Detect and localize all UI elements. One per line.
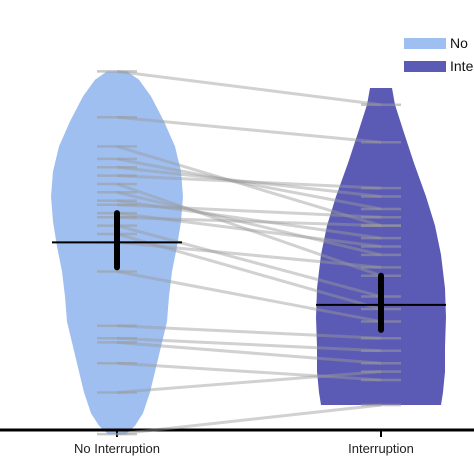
paired-line-8 [116, 199, 382, 240]
x-tick-label-1: Interruption [348, 441, 414, 456]
paired-line-7 [116, 190, 382, 257]
paired-line-2 [116, 144, 382, 228]
legend: No Inte [404, 35, 474, 74]
legend-label-0: No [450, 35, 468, 51]
paired-line-9 [116, 203, 382, 219]
paired-line-18 [116, 340, 382, 365]
x-ticks: No Interruption Interruption [74, 430, 414, 456]
paired-line-5 [116, 174, 382, 190]
paired-line-13 [116, 232, 382, 311]
paired-line-1 [116, 115, 382, 144]
paired-line-6 [116, 182, 382, 278]
paired-line-10 [116, 211, 382, 248]
paired-line-0 [116, 69, 382, 107]
legend-swatch-1 [404, 61, 446, 72]
paired-line-3 [116, 157, 382, 211]
paired-line-12 [116, 224, 382, 298]
paired-line-21 [116, 403, 382, 436]
paired-line-15 [116, 270, 382, 324]
box-markers [52, 210, 446, 333]
paired-line-20 [116, 370, 382, 394]
paired-line-4 [116, 165, 382, 198]
paired-line-17 [116, 336, 382, 353]
legend-label-1: Inte [450, 58, 474, 74]
paired-lines [97, 69, 401, 436]
paired-line-16 [116, 324, 382, 340]
legend-swatch-0 [404, 38, 446, 49]
x-tick-label-0: No Interruption [74, 441, 160, 456]
paired-line-11 [116, 215, 382, 228]
paired-line-19 [116, 361, 382, 382]
paired-line-14 [116, 240, 382, 269]
